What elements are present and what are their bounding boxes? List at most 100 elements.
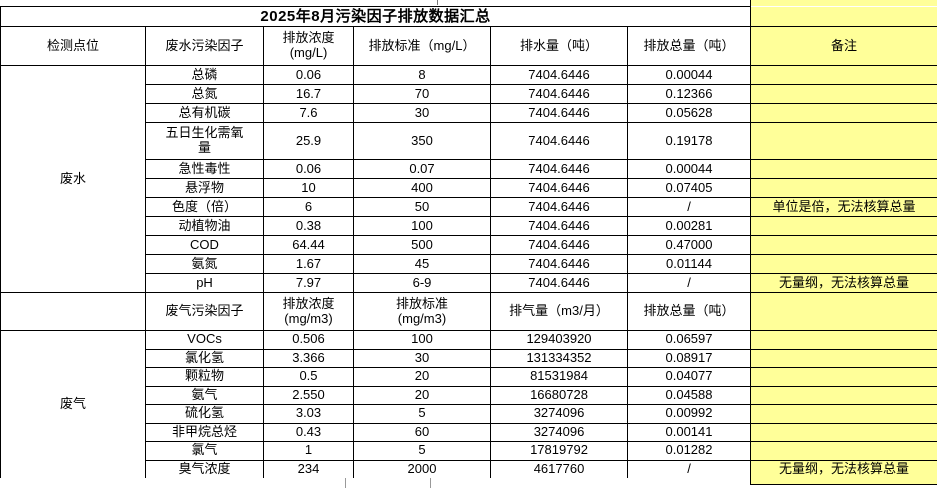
header-total-emission[interactable]: 排放总量（吨） xyxy=(627,26,751,66)
cell-concentration[interactable]: 234 xyxy=(263,459,354,479)
header-gas-factor[interactable]: 废气污染因子 xyxy=(145,292,264,331)
cell-volume[interactable]: 17819792 xyxy=(490,441,628,461)
cell-volume[interactable]: 129403920 xyxy=(490,330,628,350)
cell-factor[interactable]: 急性毒性 xyxy=(145,159,264,179)
cell-standard[interactable]: 2000 xyxy=(353,459,491,479)
cell-standard[interactable]: 60 xyxy=(353,422,491,442)
cell-concentration[interactable]: 0.06 xyxy=(263,65,354,85)
corner-blank-cell[interactable] xyxy=(0,292,146,331)
cell-factor[interactable]: 氨氮 xyxy=(145,254,264,274)
cell-standard[interactable]: 50 xyxy=(353,197,491,217)
cell-remark[interactable] xyxy=(750,6,937,27)
cell-factor[interactable]: COD xyxy=(145,235,264,255)
cell-factor[interactable]: 总有机碳 xyxy=(145,103,264,123)
cell-standard[interactable]: 6-9 xyxy=(353,273,491,293)
cell-standard[interactable]: 30 xyxy=(353,348,491,368)
cell-factor[interactable]: 悬浮物 xyxy=(145,178,264,198)
page-title[interactable]: 2025年8月污染因子排放数据汇总 xyxy=(0,6,751,27)
header-remark[interactable]: 备注 xyxy=(750,26,937,66)
cell-volume[interactable]: 7404.6446 xyxy=(490,84,628,104)
cell-factor[interactable]: VOCs xyxy=(145,330,264,350)
cell-factor[interactable]: 色度（倍） xyxy=(145,197,264,217)
cell-remark[interactable]: 单位是倍，无法核算总量 xyxy=(750,197,937,217)
cell-standard[interactable]: 100 xyxy=(353,330,491,350)
cell-concentration[interactable]: 25.9 xyxy=(263,122,354,160)
cell-total[interactable]: 0.00044 xyxy=(627,65,751,85)
header-concentration-mgl[interactable]: 排放浓度 (mg/L) xyxy=(263,26,354,66)
cell-concentration[interactable]: 6 xyxy=(263,197,354,217)
cell-concentration[interactable]: 0.5 xyxy=(263,367,354,387)
header-concentration-mgm3[interactable]: 排放浓度 (mg/m3) xyxy=(263,292,354,331)
cell-total[interactable]: 0.47000 xyxy=(627,235,751,255)
header-gas-volume[interactable]: 排气量（m3/月） xyxy=(490,292,628,331)
cell-standard[interactable]: 45 xyxy=(353,254,491,274)
cell-factor[interactable]: 颗粒物 xyxy=(145,367,264,387)
cell-concentration[interactable]: 2.550 xyxy=(263,385,354,405)
cell-concentration[interactable]: 10 xyxy=(263,178,354,198)
cell-volume[interactable]: 131334352 xyxy=(490,348,628,368)
header-water-volume[interactable]: 排水量（吨） xyxy=(490,26,628,66)
cell-volume[interactable]: 3274096 xyxy=(490,404,628,424)
cell-remark[interactable] xyxy=(750,367,937,387)
cell-total[interactable]: 0.04588 xyxy=(627,385,751,405)
cell-remark[interactable]: 无量纲，无法核算总量 xyxy=(750,273,937,293)
cell-standard[interactable]: 500 xyxy=(353,235,491,255)
cell-concentration[interactable]: 64.44 xyxy=(263,235,354,255)
cell-remark[interactable] xyxy=(750,84,937,104)
cell-remark[interactable] xyxy=(750,254,937,274)
cell-volume[interactable]: 7404.6446 xyxy=(490,178,628,198)
cell-standard[interactable]: 0.07 xyxy=(353,159,491,179)
cell-volume[interactable]: 7404.6446 xyxy=(490,159,628,179)
cell-standard[interactable]: 30 xyxy=(353,103,491,123)
cell-concentration[interactable]: 0.43 xyxy=(263,422,354,442)
cell-volume[interactable]: 7404.6446 xyxy=(490,65,628,85)
cell-remark[interactable] xyxy=(750,441,937,461)
cell-remark[interactable] xyxy=(750,122,937,160)
cell-volume[interactable]: 7404.6446 xyxy=(490,216,628,236)
cell-total[interactable]: / xyxy=(627,459,751,479)
cell-volume[interactable]: 7404.6446 xyxy=(490,103,628,123)
cell-total[interactable]: / xyxy=(627,273,751,293)
cell-concentration[interactable]: 1 xyxy=(263,441,354,461)
cell-remark[interactable]: 无量纲，无法核算总量 xyxy=(750,459,937,479)
cell-remark[interactable] xyxy=(750,404,937,424)
cell-remark[interactable] xyxy=(750,159,937,179)
cell-standard[interactable]: 20 xyxy=(353,385,491,405)
cell-remark[interactable] xyxy=(750,385,937,405)
cell-total[interactable]: 0.19178 xyxy=(627,122,751,160)
cell-factor[interactable]: 臭气浓度 xyxy=(145,459,264,479)
cell-volume[interactable]: 7404.6446 xyxy=(490,235,628,255)
cell-total[interactable]: 0.01144 xyxy=(627,254,751,274)
cell-factor[interactable]: pH xyxy=(145,273,264,293)
cell-volume[interactable]: 7404.6446 xyxy=(490,273,628,293)
cell-total[interactable]: 0.00141 xyxy=(627,422,751,442)
header-total-emission[interactable]: 排放总量（吨） xyxy=(627,292,751,331)
cell-total[interactable]: 0.01282 xyxy=(627,441,751,461)
cell-concentration[interactable]: 3.03 xyxy=(263,404,354,424)
cell-concentration[interactable]: 1.67 xyxy=(263,254,354,274)
cell-total[interactable]: 0.07405 xyxy=(627,178,751,198)
section-wastewater[interactable]: 废水 xyxy=(0,65,146,293)
cell-total[interactable]: 0.05628 xyxy=(627,103,751,123)
cell-factor[interactable]: 动植物油 xyxy=(145,216,264,236)
cell-concentration[interactable]: 16.7 xyxy=(263,84,354,104)
cell-remark[interactable] xyxy=(750,178,937,198)
cell-standard[interactable]: 5 xyxy=(353,404,491,424)
header-standard-mgm3[interactable]: 排放标准 (mg/m3) xyxy=(353,292,491,331)
cell-concentration[interactable]: 7.6 xyxy=(263,103,354,123)
cell-factor[interactable]: 非甲烷总烃 xyxy=(145,422,264,442)
cell-volume[interactable]: 7404.6446 xyxy=(490,122,628,160)
cell-remark[interactable] xyxy=(750,348,937,368)
cell-volume[interactable]: 7404.6446 xyxy=(490,254,628,274)
cell-standard[interactable]: 5 xyxy=(353,441,491,461)
cell-factor[interactable]: 总氮 xyxy=(145,84,264,104)
cell-remark[interactable] xyxy=(750,330,937,350)
cell-remark[interactable] xyxy=(750,235,937,255)
cell-total[interactable]: 0.00044 xyxy=(627,159,751,179)
cell-total[interactable]: 0.12366 xyxy=(627,84,751,104)
cell-standard[interactable]: 8 xyxy=(353,65,491,85)
cell-total[interactable]: 0.00992 xyxy=(627,404,751,424)
section-gas[interactable]: 废气 xyxy=(0,330,146,479)
cell-volume[interactable]: 3274096 xyxy=(490,422,628,442)
cell-standard[interactable]: 100 xyxy=(353,216,491,236)
